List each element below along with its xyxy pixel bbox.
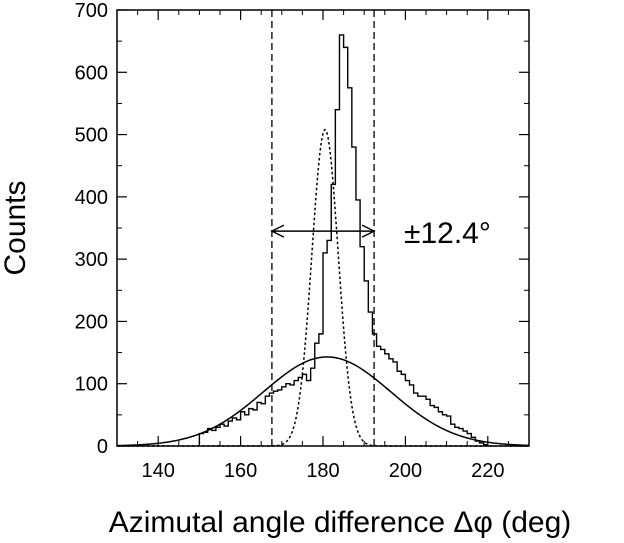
y-tick-label: 200: [75, 311, 108, 333]
x-tick-label: 160: [224, 460, 257, 482]
arrow-head-right: [361, 224, 376, 238]
wide-gaussian-curve: [116, 356, 530, 447]
x-axis: 140 160 180 200 220: [137, 10, 509, 482]
y-axis-label: Counts: [0, 180, 32, 275]
narrow-gaussian-curve: [117, 128, 529, 447]
y-tick-label: 100: [75, 374, 108, 396]
x-tick-label: 200: [389, 460, 422, 482]
x-tick-label: 220: [471, 460, 504, 482]
y-tick-label: 400: [75, 187, 108, 209]
y-axis: 0 100 200 300 400 500 600 700: [75, 0, 529, 458]
x-tick-label: 180: [306, 460, 339, 482]
width-annotation: ±12.4°: [404, 217, 491, 250]
y-tick-label: 700: [75, 0, 108, 22]
y-tick-label: 0: [97, 436, 108, 458]
x-tick-label: 140: [142, 460, 175, 482]
y-tick-label: 300: [75, 249, 108, 271]
x-axis-label: Azimutal angle difference Δφ (deg): [109, 506, 572, 539]
arrow-head-left: [270, 224, 285, 238]
y-tick-label: 500: [75, 125, 108, 147]
y-tick-label: 600: [75, 62, 108, 84]
histogram: [198, 34, 489, 446]
